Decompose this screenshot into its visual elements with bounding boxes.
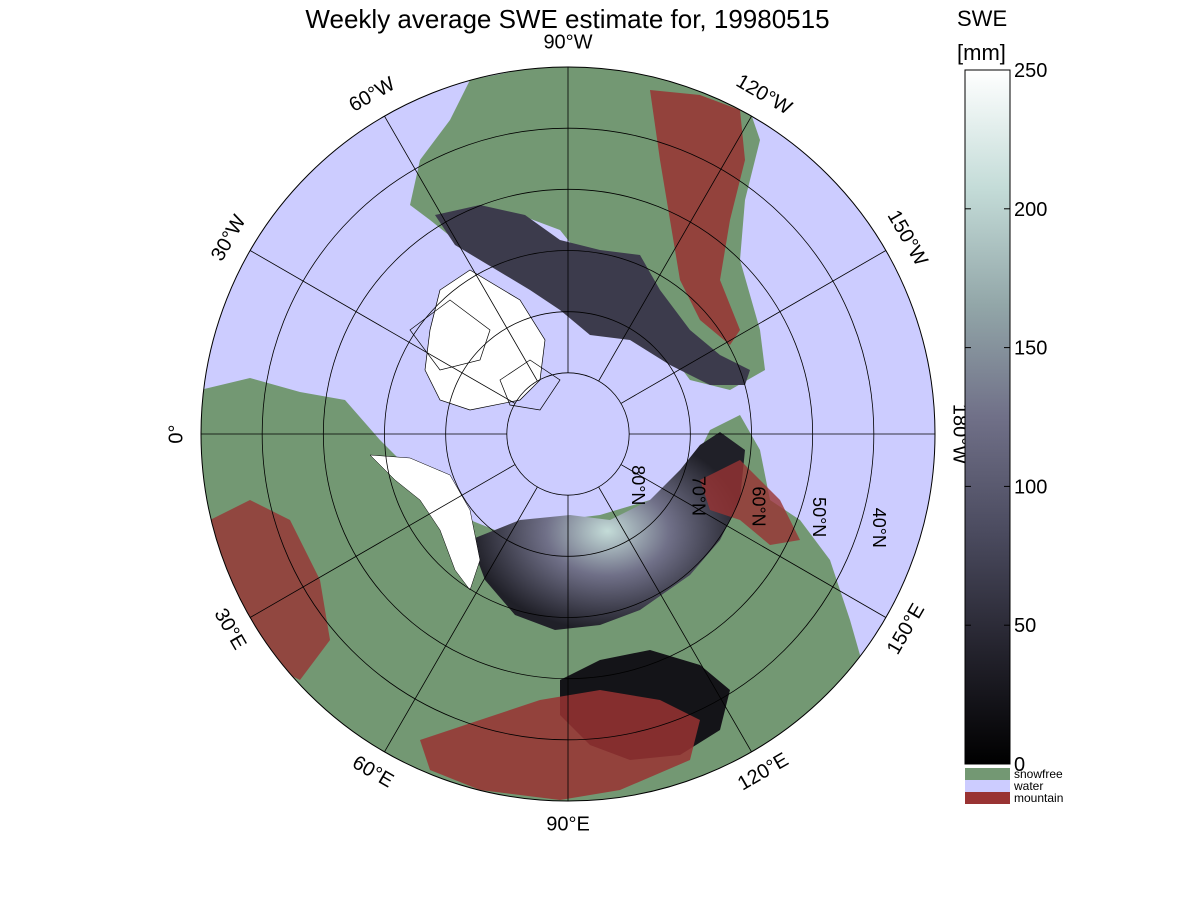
meridian-line [249,250,516,404]
latitude-label: 50°N [809,497,829,537]
legend-label-mountain: mountain [1014,791,1063,805]
colorbar-tick-label: 50 [1014,615,1036,637]
legend-swatch-water [965,780,1010,792]
meridian-line [620,250,887,404]
colorbar-gradient [964,69,1011,765]
colorbar-unit: [mm] [957,40,1006,65]
meridian-line [620,464,887,618]
longitude-label: 60°W [345,73,399,117]
latitude-label: 40°N [869,508,889,548]
longitude-label: 60°E [348,752,397,793]
legend-label-snowfree: snowfree [1014,767,1063,781]
mountain-europe [210,500,330,680]
map-title: Weekly average SWE estimate for, 1998051… [305,4,830,34]
meridian-line [598,115,752,382]
map-boundary [200,66,936,802]
longitude-label: 90°E [546,813,590,835]
graticule [201,67,935,801]
legend-swatch-mountain [965,792,1010,804]
snow-scandinavia [369,454,481,591]
meridian-line [249,464,516,618]
legend-label-water: water [1013,779,1043,793]
latitude-label: 60°N [749,486,769,526]
mountain-rockies [650,90,745,345]
snow-north-america [435,205,750,385]
meridian-line [384,486,538,753]
snow-eurasia [470,432,745,630]
latitude-label: 70°N [688,476,708,516]
colorbar-tick-label: 150 [1014,338,1047,360]
colorbar-tick-label: 0 [1014,754,1025,776]
mountain-east-siberia [700,460,800,545]
colorbar-tick-label: 250 [1014,60,1047,82]
meridian-line [384,115,538,382]
latitude-labels: 80°N 70°N 60°N 50°N 40°N [628,465,889,548]
land-layer [201,67,870,801]
colorbar-title: SWE [957,6,1008,31]
colorbar-tick-label: 100 [1014,476,1047,498]
longitude-label: 0° [165,424,187,443]
legend-swatch-snowfree [965,768,1010,780]
mountain-himalaya [420,690,700,800]
arctic-islands [409,299,561,411]
longitude-label: 90°W [543,31,592,53]
meridian-line [598,486,752,753]
colorbar-tick-label: 200 [1014,199,1047,221]
longitude-label: 30°E [210,605,251,654]
longitude-label: 30°W [207,211,251,265]
colorbar-ticks: 0 50 100 150 200 250 [965,60,1047,776]
greenland-landmass [424,269,546,411]
latitude-label: 80°N [628,465,648,505]
